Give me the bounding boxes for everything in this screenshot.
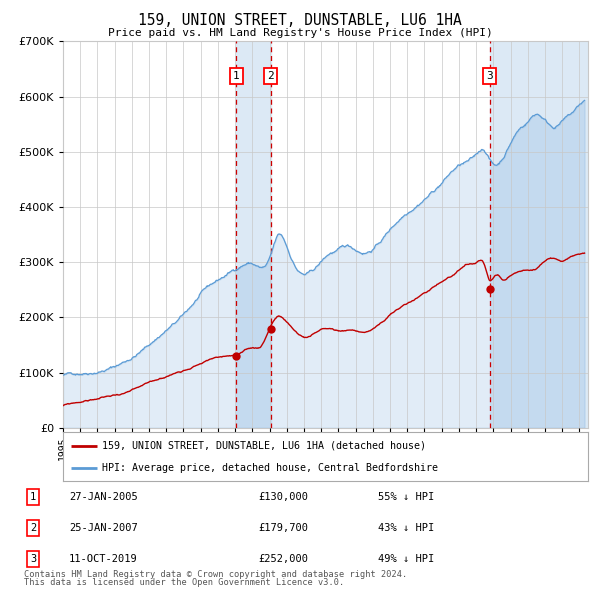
Text: 2: 2 (30, 523, 36, 533)
Text: 159, UNION STREET, DUNSTABLE, LU6 1HA (detached house): 159, UNION STREET, DUNSTABLE, LU6 1HA (d… (103, 441, 427, 451)
Text: 3: 3 (30, 555, 36, 564)
Text: 49% ↓ HPI: 49% ↓ HPI (378, 555, 434, 564)
Text: 27-JAN-2005: 27-JAN-2005 (69, 492, 138, 502)
Text: This data is licensed under the Open Government Licence v3.0.: This data is licensed under the Open Gov… (24, 578, 344, 587)
Text: 1: 1 (30, 492, 36, 502)
Text: HPI: Average price, detached house, Central Bedfordshire: HPI: Average price, detached house, Cent… (103, 463, 439, 473)
Text: £130,000: £130,000 (258, 492, 308, 502)
Text: Contains HM Land Registry data © Crown copyright and database right 2024.: Contains HM Land Registry data © Crown c… (24, 571, 407, 579)
Text: 159, UNION STREET, DUNSTABLE, LU6 1HA: 159, UNION STREET, DUNSTABLE, LU6 1HA (138, 13, 462, 28)
Text: 55% ↓ HPI: 55% ↓ HPI (378, 492, 434, 502)
Text: £252,000: £252,000 (258, 555, 308, 564)
Text: 25-JAN-2007: 25-JAN-2007 (69, 523, 138, 533)
Text: 43% ↓ HPI: 43% ↓ HPI (378, 523, 434, 533)
Text: £179,700: £179,700 (258, 523, 308, 533)
Text: 11-OCT-2019: 11-OCT-2019 (69, 555, 138, 564)
Text: 3: 3 (486, 71, 493, 81)
Text: 1: 1 (233, 71, 240, 81)
Bar (236, 41, 271, 428)
Text: 2: 2 (268, 71, 274, 81)
Text: Price paid vs. HM Land Registry's House Price Index (HPI): Price paid vs. HM Land Registry's House … (107, 28, 493, 38)
Bar (490, 41, 588, 428)
